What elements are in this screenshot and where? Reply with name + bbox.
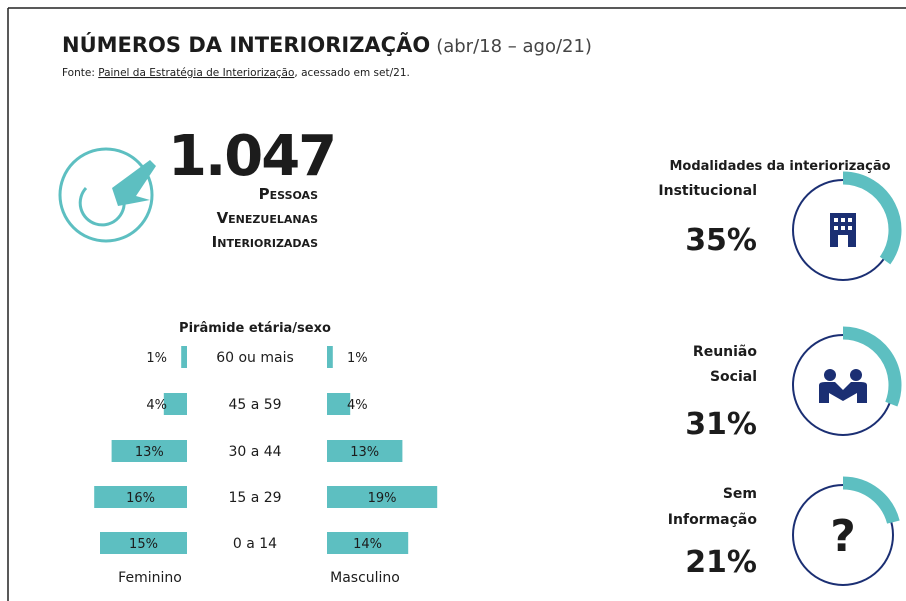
total-line: Venezuelanas	[217, 209, 319, 227]
value-label: 4%	[146, 398, 167, 413]
modality-value: 35%	[685, 223, 757, 258]
value-label: 19%	[368, 491, 397, 506]
value-label: 1%	[347, 351, 368, 366]
value-label: 4%	[347, 398, 368, 413]
bar	[327, 486, 438, 508]
title: NÚMEROS DA INTERIORIZAÇÃO (abr/18 – ago/2…	[62, 32, 592, 57]
source: Fonte: Painel da Estratégia de Interiori…	[62, 67, 410, 79]
svg-text:?: ?	[830, 511, 856, 562]
category-label: 45 a 59	[228, 397, 281, 413]
ring-arc	[842, 326, 902, 407]
total-line: Interiorizadas	[212, 233, 318, 251]
total-number: 1.047	[168, 124, 335, 189]
category-label: 15 a 29	[228, 490, 281, 506]
modality-label: Sem	[723, 486, 757, 502]
modality-label: Institucional	[658, 183, 757, 199]
bar	[327, 440, 403, 462]
value-label: 16%	[126, 491, 155, 506]
modality-value: 31%	[685, 407, 757, 442]
bar	[94, 486, 187, 508]
bar	[327, 346, 333, 368]
modality-label: Social	[710, 369, 757, 385]
pyramid: Pirâmide etária/sexo 60 ou mais 45 a 59 30 …	[94, 321, 438, 586]
value-label: 1%	[146, 351, 167, 366]
total-line: Pessoas	[259, 185, 318, 203]
value-label: 15%	[129, 537, 158, 552]
modalities-title: Modalidades da interiorização	[669, 159, 890, 174]
value-label: 13%	[350, 445, 379, 460]
modality-value: 21%	[685, 545, 757, 580]
modalities: Modalidades da interiorização Institucion…	[658, 159, 902, 586]
source-suffix: , acessado em set/21.	[294, 67, 409, 79]
category-label: 60 ou mais	[216, 350, 294, 366]
source-prefix: Fonte:	[62, 67, 98, 79]
total-lines: Pessoas Venezuelanas Interiorizadas	[212, 185, 318, 251]
modality-icon: ?	[830, 511, 856, 562]
period: (abr/18 – ago/21)	[436, 36, 592, 57]
bar	[163, 393, 187, 415]
bar	[181, 346, 187, 368]
ring-arc	[842, 171, 902, 265]
pyramid-title: Pirâmide etária/sexo	[179, 321, 331, 336]
bar	[111, 440, 187, 462]
total-icon	[58, 147, 156, 243]
value-label: 13%	[135, 445, 164, 460]
series-name: Masculino	[330, 570, 400, 586]
series-name: Feminino	[118, 570, 182, 586]
category-label: 0 a 14	[233, 536, 277, 552]
source-link[interactable]: Painel da Estratégia de Interiorização	[98, 67, 294, 79]
title-text: NÚMEROS DA INTERIORIZAÇÃO	[62, 32, 430, 57]
category-label: 30 a 44	[228, 444, 281, 460]
modality-label: Reunião	[693, 344, 757, 360]
bar	[100, 532, 187, 554]
modality-icon	[830, 213, 856, 247]
modality-icon	[819, 369, 867, 403]
modality-label: Informação	[668, 512, 758, 528]
ring-arc	[842, 476, 900, 524]
bar	[327, 532, 409, 554]
value-label: 14%	[353, 537, 382, 552]
bar	[327, 393, 351, 415]
